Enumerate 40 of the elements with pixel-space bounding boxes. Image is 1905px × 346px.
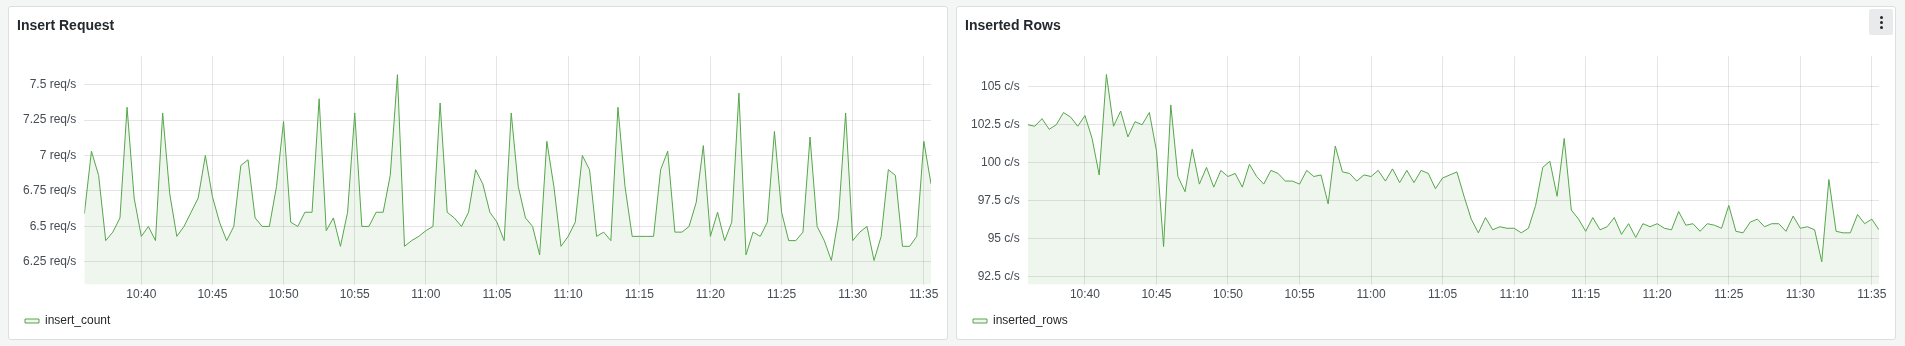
x-tick-label: 11:10	[553, 287, 584, 302]
x-tick-label: 11:20	[695, 287, 726, 302]
x-tick-label: 11:35	[909, 287, 939, 302]
x-tick-label: 11:25	[1714, 287, 1744, 302]
y-tick-label: 105 c/s	[980, 78, 1020, 93]
y-tick-label: 97.5 c/s	[977, 193, 1020, 208]
legend-label: inserted_rows	[993, 313, 1068, 328]
x-tick-label: 10:55	[1284, 287, 1315, 302]
y-tick-label: 95 c/s	[987, 231, 1020, 246]
x-tick-label: 11:00	[1356, 287, 1386, 302]
x-tick-label: 10:50	[268, 287, 299, 302]
x-tick-label: 11:30	[838, 287, 868, 302]
x-tick-label: 10:50	[1212, 287, 1244, 302]
y-tick-label: 6.5 req/s	[29, 218, 77, 233]
x-tick-label: 11:25	[767, 287, 797, 302]
x-tick-label: 11:35	[1857, 287, 1887, 302]
x-tick-label: 11:10	[1499, 287, 1530, 302]
y-tick-label: 92.5 c/s	[977, 269, 1020, 284]
x-tick-label: 11:20	[1642, 287, 1673, 302]
y-tick-label: 6.75 req/s	[22, 183, 77, 198]
x-tick-label: 10:40	[1069, 287, 1101, 302]
x-tick-label: 11:00	[411, 287, 441, 302]
x-tick-label: 10:55	[339, 287, 371, 302]
chart-title: Inserted Rows	[965, 17, 1061, 33]
x-tick-label: 10:45	[197, 287, 228, 302]
x-tick-label: 10:45	[1141, 287, 1172, 302]
x-tick-label: 11:05	[482, 287, 512, 302]
y-tick-label: 7.5 req/s	[29, 76, 77, 91]
y-tick-label: 7.25 req/s	[22, 112, 77, 127]
chart-title: Insert Request	[17, 17, 115, 33]
y-tick-label: 100 c/s	[980, 155, 1020, 170]
x-tick-label: 11:15	[624, 287, 655, 302]
y-tick-label: 6.25 req/s	[22, 254, 77, 269]
x-tick-label: 11:15	[1571, 287, 1601, 302]
y-tick-label: 102.5 c/s	[970, 117, 1020, 132]
legend-label: insert_count	[45, 313, 112, 328]
y-tick-label: 7 req/s	[39, 147, 77, 162]
x-tick-label: 11:05	[1428, 287, 1458, 302]
x-tick-label: 11:30	[1785, 287, 1816, 302]
x-tick-label: 10:40	[126, 287, 157, 302]
